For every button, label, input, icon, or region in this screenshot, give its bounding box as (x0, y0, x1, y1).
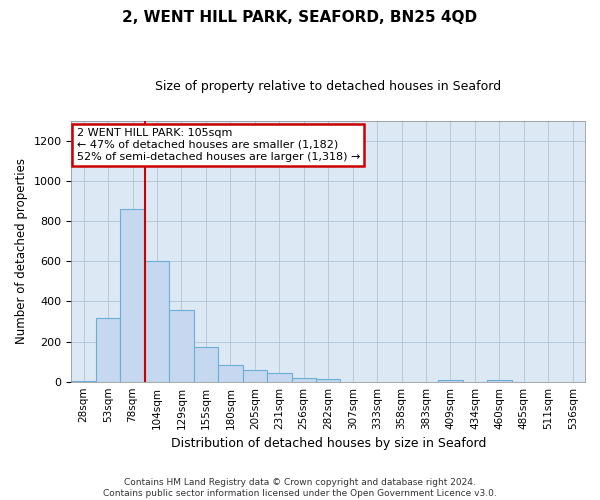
Bar (169, 310, 194, 382)
Bar (145, 261, 169, 382)
Bar (487, 380, 512, 382)
Title: Size of property relative to detached houses in Seaford: Size of property relative to detached ho… (155, 80, 501, 93)
Text: 2 WENT HILL PARK: 105sqm
← 47% of detached houses are smaller (1,182)
52% of sem: 2 WENT HILL PARK: 105sqm ← 47% of detach… (77, 128, 360, 162)
Bar (292, 378, 316, 382)
X-axis label: Distribution of detached houses by size in Seaford: Distribution of detached houses by size … (170, 437, 486, 450)
Bar (121, 209, 145, 382)
Bar (71, 380, 96, 382)
Bar (438, 380, 463, 382)
Bar (96, 318, 121, 382)
Bar (316, 380, 340, 382)
Text: 2, WENT HILL PARK, SEAFORD, BN25 4QD: 2, WENT HILL PARK, SEAFORD, BN25 4QD (122, 10, 478, 25)
Text: Contains HM Land Registry data © Crown copyright and database right 2024.
Contai: Contains HM Land Registry data © Crown c… (103, 478, 497, 498)
Bar (194, 346, 218, 382)
Bar (218, 364, 242, 382)
Bar (242, 370, 267, 382)
Y-axis label: Number of detached properties: Number of detached properties (15, 158, 28, 344)
Bar (267, 372, 292, 382)
